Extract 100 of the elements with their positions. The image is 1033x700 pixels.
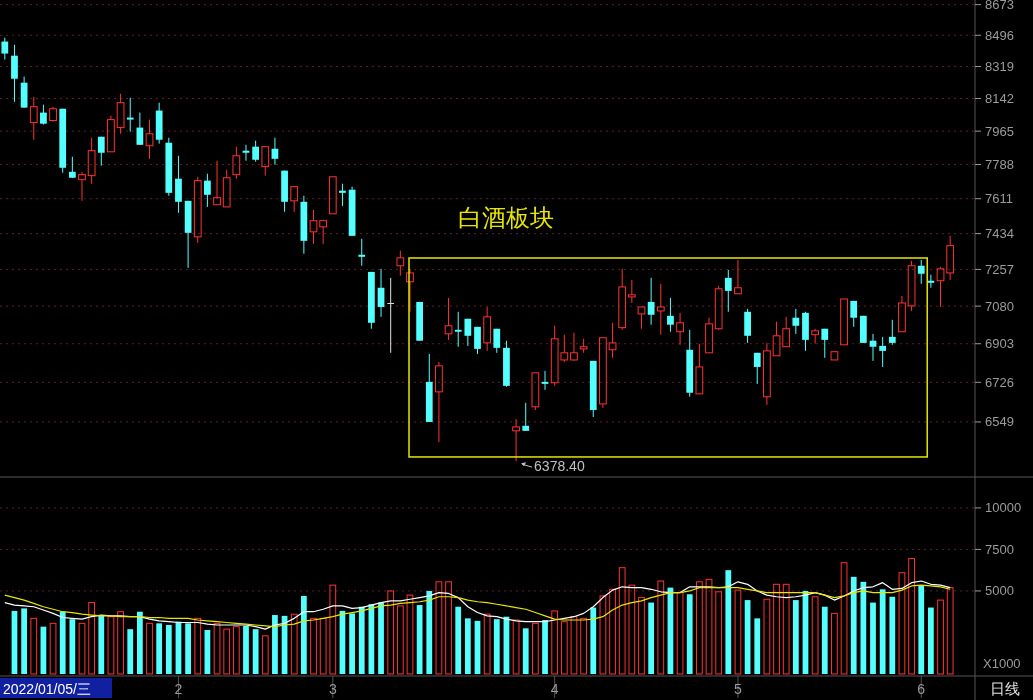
candlestick — [792, 308, 800, 335]
candlestick — [261, 146, 270, 177]
bar — [551, 610, 559, 675]
bar — [860, 581, 867, 674]
bar — [358, 606, 365, 674]
y-tick-label: 7257 — [985, 261, 1014, 277]
candlestick — [11, 44, 18, 103]
x-tick-label: 5 — [734, 681, 743, 697]
bar — [638, 597, 645, 675]
bar — [88, 602, 96, 675]
bar — [870, 602, 876, 674]
bar — [570, 616, 578, 675]
bar — [98, 615, 105, 674]
bar — [396, 605, 404, 675]
bar — [156, 623, 163, 674]
bar — [918, 585, 925, 674]
bar — [609, 588, 616, 675]
candlestick — [49, 106, 57, 122]
candlestick — [493, 328, 501, 354]
bar — [21, 608, 27, 674]
x-tick-label: 3 — [328, 681, 337, 697]
bar — [290, 613, 298, 675]
bar — [522, 628, 529, 674]
bar — [272, 615, 278, 674]
candlestick — [68, 156, 76, 179]
bar — [879, 589, 886, 674]
annotation: 白酒板块 — [458, 204, 555, 233]
bar — [850, 576, 857, 674]
candlestick — [850, 300, 858, 328]
candlestick — [608, 322, 617, 359]
candlestick — [40, 104, 47, 126]
candlestick — [252, 140, 260, 163]
bar — [493, 619, 500, 674]
candlestick — [656, 283, 665, 336]
candlestick — [531, 372, 540, 411]
bar — [300, 595, 307, 674]
bar — [908, 558, 915, 675]
bar — [734, 589, 742, 675]
bar — [532, 622, 539, 675]
bar — [185, 623, 191, 674]
y-tick-label: 8142 — [985, 91, 1014, 107]
candlestick — [107, 115, 115, 153]
y-tick-label: 8319 — [985, 59, 1014, 75]
bar — [455, 606, 462, 674]
bar — [426, 590, 433, 674]
annotation: 6378.40 — [534, 458, 585, 475]
bar — [937, 599, 944, 675]
bar — [580, 617, 587, 675]
candlestick — [464, 318, 472, 347]
bar — [542, 620, 548, 674]
candlestick — [705, 317, 713, 354]
bar — [715, 591, 723, 675]
y-tick-label: 8673 — [985, 0, 1014, 13]
bar — [127, 629, 134, 674]
candlestick — [454, 311, 462, 348]
bar — [705, 578, 713, 675]
y-tick-label: 8496 — [985, 27, 1014, 43]
y-tick-label: 6549 — [985, 414, 1014, 430]
bar — [599, 595, 607, 675]
bar — [213, 622, 221, 675]
x-tick-label: 2 — [174, 681, 183, 697]
bar — [946, 587, 954, 675]
bar — [165, 625, 172, 674]
bar — [483, 613, 491, 675]
y-tick-label: 7434 — [985, 226, 1014, 242]
candlestick — [444, 297, 453, 341]
bar — [59, 611, 66, 674]
candlestick — [1, 37, 9, 61]
candlestick — [126, 97, 134, 133]
y-tick-label: 7080 — [985, 298, 1014, 314]
bar — [725, 570, 732, 674]
bar — [78, 622, 86, 675]
bar — [146, 622, 153, 675]
bar — [319, 617, 327, 675]
candlestick — [136, 112, 144, 146]
candlestick — [396, 250, 405, 277]
text: 日线 — [990, 680, 1020, 698]
bar — [560, 621, 568, 675]
candlestick — [898, 295, 906, 333]
candlestick — [204, 173, 211, 208]
bar — [618, 567, 626, 675]
y-tick-label: 7788 — [985, 157, 1014, 173]
x-tick-label: 4 — [550, 681, 559, 697]
candlestick — [618, 268, 627, 331]
bar — [676, 592, 684, 675]
bar — [30, 617, 38, 675]
candlestick — [744, 308, 751, 344]
candlestick — [522, 402, 530, 432]
bar — [252, 629, 259, 674]
bar — [590, 607, 597, 674]
candlestick — [175, 155, 182, 214]
candlestick — [541, 370, 549, 391]
y-tick-label: 6903 — [985, 336, 1014, 352]
bar — [782, 583, 790, 675]
bar — [464, 618, 471, 674]
candlestick — [821, 328, 829, 359]
bar — [349, 613, 355, 674]
candlestick — [917, 259, 925, 285]
bar — [406, 594, 414, 675]
candlestick — [145, 119, 154, 160]
